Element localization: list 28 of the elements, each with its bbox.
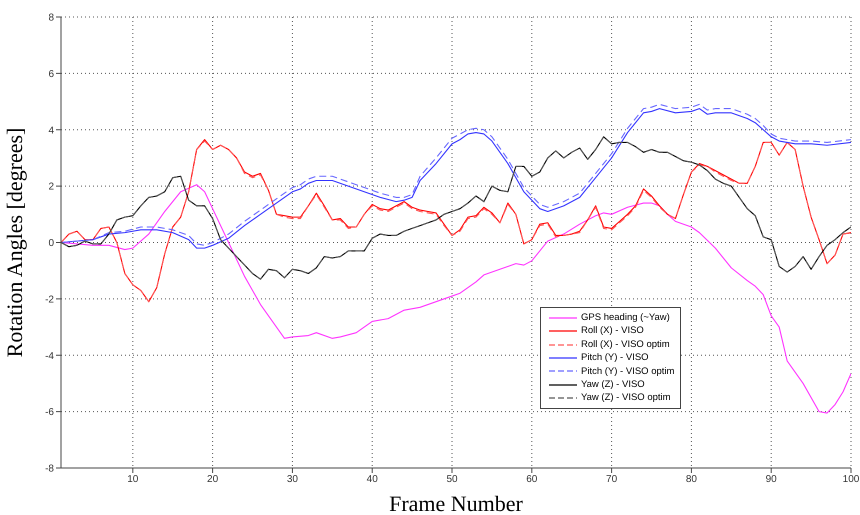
y-tick-label: -6	[45, 407, 54, 418]
x-tick-label: 80	[686, 474, 698, 486]
x-tick-label: 30	[286, 474, 298, 486]
legend-label: GPS heading (~Yaw)	[581, 311, 670, 324]
y-tick-label: -2	[45, 294, 54, 306]
legend-label: Yaw (Z) - VISO optim	[581, 391, 671, 405]
x-tick-label: 60	[526, 474, 538, 486]
x-tick-label: 50	[446, 474, 458, 486]
y-tick-label: 6	[48, 68, 54, 80]
x-tick-label: 40	[366, 474, 378, 486]
y-tick-label: -4	[45, 350, 54, 362]
legend-label: Roll (X) - VISO	[581, 324, 644, 338]
x-tick-label: 70	[606, 474, 618, 486]
y-axis-title: Rotation Angles [degrees]	[2, 128, 27, 358]
legend-label: Pitch (Y) - VISO optim	[581, 364, 674, 378]
x-axis-title: Frame Number	[389, 491, 524, 515]
y-tick-label: 2	[48, 182, 54, 193]
x-tick-label: 20	[207, 474, 219, 486]
x-tick-label: 90	[766, 474, 778, 486]
y-tick-label: -8	[45, 464, 54, 475]
y-tick-label: 0	[48, 238, 54, 250]
legend-label: Yaw (Z) - VISO	[581, 378, 645, 392]
y-tick-label: 8	[48, 12, 54, 24]
legend-label: Roll (X) - VISO optim	[581, 338, 670, 352]
y-tick-label: 4	[48, 125, 54, 136]
x-tick-label: 10	[127, 474, 139, 486]
legend-label: Pitch (Y) - VISO	[581, 351, 649, 365]
x-tick-label: 100	[842, 474, 860, 486]
